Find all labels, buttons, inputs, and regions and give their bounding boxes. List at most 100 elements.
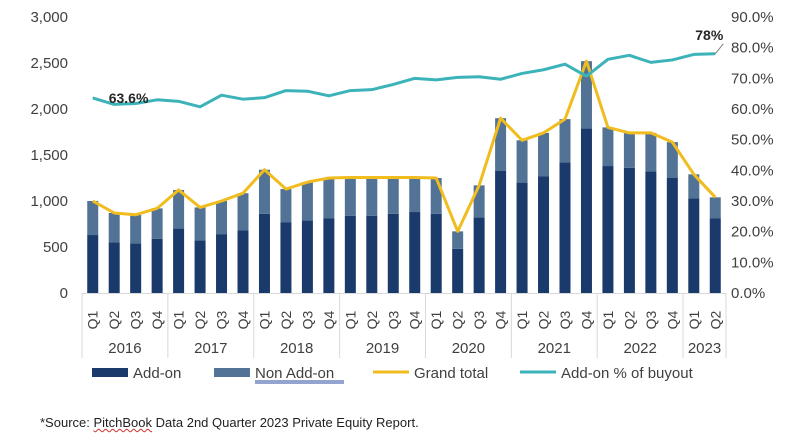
bar-non-add-on	[538, 132, 550, 177]
quarter-label: Q1	[514, 310, 530, 329]
bar-non-add-on	[430, 178, 442, 214]
right-tick-label: 90.0%	[731, 9, 774, 26]
quarter-label: Q4	[235, 310, 251, 329]
quarter-label: Q3	[557, 310, 573, 329]
bar-non-add-on	[387, 177, 399, 214]
x-axis: Q1 Q2 Q3 Q4 Q1 Q2 Q3 Q4 Q1 Q2 Q3 Q4 Q1 Q2 Q3 Q4 Q1 Q2 Q3 Q4…	[81, 293, 727, 358]
bar-add-on	[130, 243, 142, 293]
bar-add-on	[666, 178, 678, 293]
bar-add-on	[602, 166, 614, 293]
bars	[87, 61, 721, 293]
bar-non-add-on	[323, 178, 335, 219]
bar-add-on	[344, 215, 356, 293]
bar-non-add-on	[666, 142, 678, 178]
bar-add-on	[452, 248, 464, 293]
right-tick-label: 0.0%	[731, 285, 765, 302]
bar-non-add-on	[452, 231, 464, 249]
bar-non-add-on	[216, 201, 228, 235]
chart: 0 500 1,000 1,500 2,000 2,500 3,000 0.0% 10.0% 2…	[30, 9, 774, 384]
annotations: 63.6% 78%	[109, 27, 724, 106]
left-tick-label: 1,000	[30, 193, 68, 210]
quarter-label: Q2	[450, 310, 466, 329]
legend-swatch-1	[214, 368, 250, 377]
bar-add-on	[709, 218, 721, 293]
bar-add-on	[108, 242, 120, 293]
bar-add-on	[366, 215, 378, 293]
legend-swatch-0	[92, 368, 128, 377]
year-label: 2016	[108, 340, 141, 357]
bar-non-add-on	[473, 185, 485, 218]
annotation-leader-line	[714, 43, 724, 55]
bar-non-add-on	[709, 197, 721, 219]
quarter-label: Q2	[278, 310, 294, 329]
quarter-label: Q4	[664, 310, 680, 329]
right-tick-label: 30.0%	[731, 193, 774, 210]
year-label: 2018	[280, 340, 313, 357]
year-label: 2021	[538, 340, 571, 357]
bar-add-on	[280, 222, 292, 293]
bar-add-on	[258, 213, 270, 293]
left-tick-label: 2,000	[30, 101, 68, 118]
bar-add-on	[538, 176, 550, 293]
bar-add-on	[645, 171, 657, 293]
left-tick-label: 1,500	[30, 147, 68, 164]
bar-add-on	[323, 218, 335, 293]
bar-add-on	[559, 162, 571, 293]
bar-add-on	[430, 213, 442, 293]
quarter-label: Q1	[600, 310, 616, 329]
year-label: 2019	[366, 340, 399, 357]
quarter-label: Q3	[643, 310, 659, 329]
year-label: 2017	[194, 340, 227, 357]
bar-add-on	[151, 238, 163, 293]
quarter-label: Q4	[321, 310, 337, 329]
right-tick-label: 70.0%	[731, 70, 774, 87]
year-label: 2022	[623, 340, 656, 357]
bar-non-add-on	[280, 189, 292, 223]
quarter-label: Q3	[128, 310, 144, 329]
annotation-first-pct: 63.6%	[109, 90, 149, 106]
line-grand-total	[92, 59, 717, 233]
left-tick-label: 0	[60, 285, 68, 302]
bar-non-add-on	[151, 208, 163, 239]
bar-add-on	[301, 220, 313, 293]
annotation-last-pct: 78%	[695, 27, 724, 43]
quarter-label: Q1	[428, 310, 444, 329]
bar-add-on	[87, 235, 99, 293]
quarter-label: Q4	[493, 310, 509, 329]
right-axis: 0.0% 10.0% 20.0% 30.0% 40.0% 50.0% 60.0% 70.0% 8…	[731, 9, 774, 302]
quarter-label: Q1	[171, 310, 187, 329]
quarter-label: Q3	[471, 310, 487, 329]
quarter-label: Q3	[214, 310, 230, 329]
left-axis: 0 500 1,000 1,500 2,000 2,500 3,000	[30, 9, 68, 302]
right-tick-label: 80.0%	[731, 40, 774, 57]
bar-non-add-on	[258, 169, 270, 214]
bar-add-on	[688, 198, 700, 293]
bar-add-on	[473, 217, 485, 293]
bar-non-add-on	[645, 132, 657, 172]
left-tick-label: 2,500	[30, 55, 68, 72]
bar-non-add-on	[409, 177, 421, 213]
year-label: 2023	[688, 340, 721, 357]
bar-non-add-on	[108, 212, 120, 243]
quarter-label: Q1	[686, 310, 702, 329]
right-tick-label: 10.0%	[731, 254, 774, 271]
line-add-on-pct	[92, 52, 716, 109]
quarter-label: Q2	[621, 310, 637, 329]
bar-add-on	[516, 182, 528, 293]
legend-label: Add-on % of buyout	[561, 365, 694, 382]
quarter-label: Q4	[149, 310, 165, 329]
right-tick-label: 20.0%	[731, 224, 774, 241]
quarter-label: Q3	[385, 310, 401, 329]
legend-label: Non Add-on	[255, 365, 334, 382]
right-tick-label: 50.0%	[731, 132, 774, 149]
bar-add-on	[173, 228, 185, 293]
left-tick-label: 3,000	[30, 9, 68, 26]
bar-non-add-on	[237, 193, 249, 231]
quarter-label: Q2	[536, 310, 552, 329]
bar-non-add-on	[301, 182, 313, 221]
bar-add-on	[387, 213, 399, 293]
source-prefix: *Source:	[40, 415, 94, 430]
quarter-label: Q4	[578, 310, 594, 329]
bar-add-on	[623, 167, 635, 293]
bar-non-add-on	[366, 177, 378, 216]
